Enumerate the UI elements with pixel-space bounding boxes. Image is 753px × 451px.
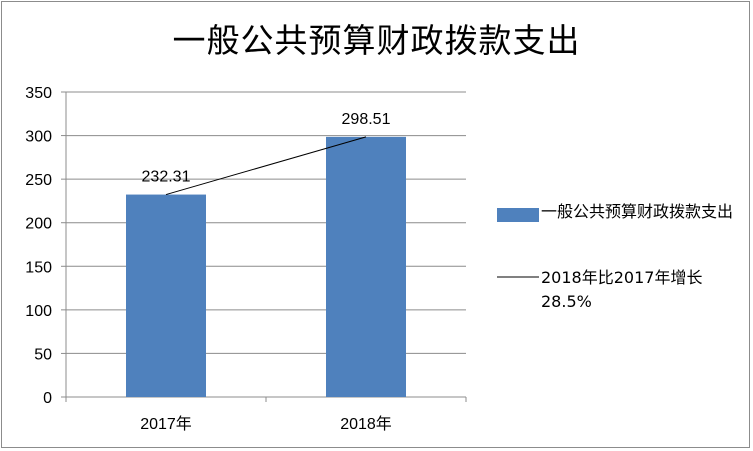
bars bbox=[126, 136, 406, 397]
trend-line-group bbox=[165, 136, 367, 196]
bar bbox=[126, 194, 206, 397]
data-label: 232.31 bbox=[142, 169, 191, 186]
legend-swatch-bars bbox=[497, 208, 539, 222]
trend-line bbox=[165, 136, 367, 196]
data-labels: 232.31 298.51 bbox=[142, 111, 391, 186]
y-axis-ticks: 0 50 100 150 200 250 300 350 bbox=[25, 85, 66, 407]
legend-label-bars: 一般公共预算财政拨款支出 bbox=[541, 202, 734, 221]
x-axis-ticks: 2017年 2018年 bbox=[65, 397, 467, 433]
y-tick-label: 50 bbox=[34, 346, 52, 363]
y-tick-label: 150 bbox=[25, 259, 52, 276]
y-tick-label: 0 bbox=[43, 390, 52, 407]
legend bbox=[497, 208, 539, 278]
x-tick-label: 2017年 bbox=[140, 415, 192, 433]
y-tick-label: 200 bbox=[25, 216, 52, 233]
y-tick-label: 250 bbox=[25, 172, 52, 189]
data-label: 298.51 bbox=[342, 111, 391, 128]
legend-label-line: 2018年比2017年增长28.5% bbox=[541, 268, 703, 311]
chart-title: 一般公共预算财政拨款支出 bbox=[172, 21, 581, 60]
y-tick-label: 100 bbox=[25, 303, 52, 320]
bar bbox=[326, 136, 406, 397]
x-tick-label: 2018年 bbox=[340, 415, 392, 433]
y-tick-label: 350 bbox=[25, 85, 52, 102]
y-tick-label: 300 bbox=[25, 129, 52, 146]
